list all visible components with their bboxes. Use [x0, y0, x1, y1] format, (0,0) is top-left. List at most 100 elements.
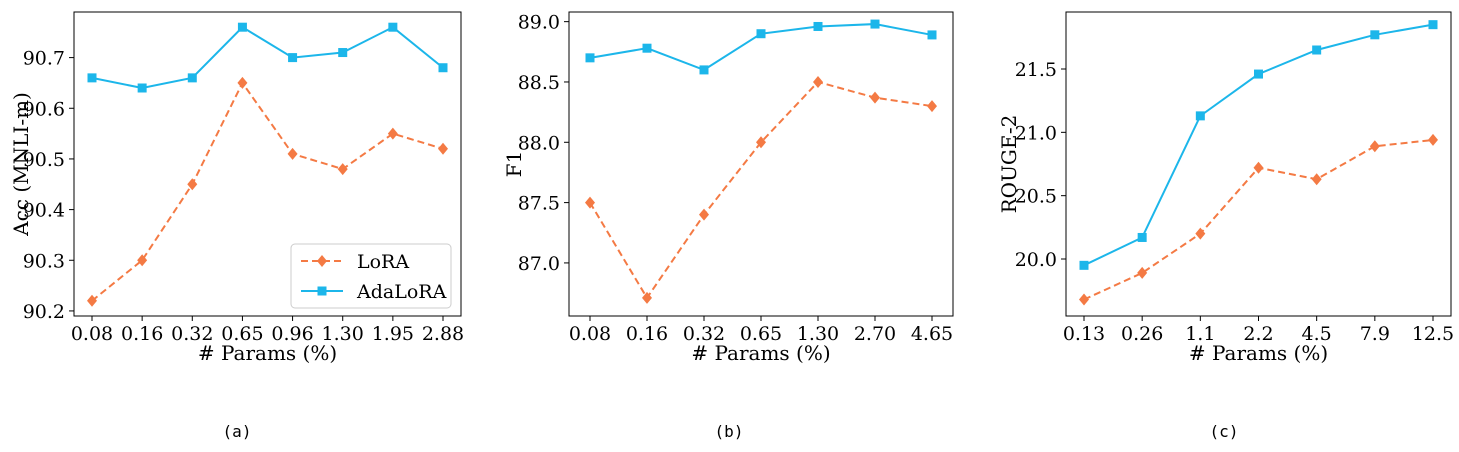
data-point-lora — [287, 147, 298, 160]
x-tick-label: 1.1 — [1185, 323, 1215, 345]
x-tick-label: 2.70 — [854, 323, 896, 345]
data-point-lora — [438, 142, 448, 155]
x-tick-label: 1.95 — [372, 323, 414, 345]
data-point-adalora — [585, 53, 595, 63]
data-point-adalora — [1137, 232, 1147, 242]
y-tick-label: 20.5 — [1015, 186, 1057, 208]
x-tick-label: 12.5 — [1412, 323, 1454, 345]
data-point-adalora — [187, 73, 197, 83]
x-tick-label: 0.08 — [569, 323, 611, 345]
series-line-adalora — [91, 25, 444, 90]
data-point-lora — [1311, 173, 1322, 186]
x-tick-label: 0.26 — [1121, 323, 1163, 345]
x-tick-label: 0.32 — [683, 323, 725, 345]
data-point-lora — [337, 163, 348, 176]
x-tick-label: 0.08 — [71, 323, 113, 345]
y-tick-label: 90.3 — [23, 250, 65, 272]
y-axis-label: ROUGE-2 — [997, 115, 1021, 214]
y-axis-label: F1 — [502, 151, 526, 178]
y-tick-label: 89.0 — [518, 12, 560, 34]
legend-marker — [317, 286, 327, 296]
data-point-adalora — [1312, 45, 1322, 55]
y-tick-label: 21.5 — [1015, 59, 1057, 81]
x-axis-label: # Params (%) — [198, 341, 337, 365]
data-point-adalora — [338, 48, 348, 58]
data-point-lora — [1195, 227, 1206, 240]
data-point-lora — [642, 291, 652, 304]
y-tick-label: 90.7 — [23, 48, 65, 70]
data-point-adalora — [438, 63, 448, 73]
data-point-adalora — [288, 53, 298, 63]
x-tick-label: 1.30 — [322, 323, 364, 345]
x-tick-label: 0.65 — [740, 323, 782, 345]
x-axis-label: # Params (%) — [691, 341, 830, 365]
y-tick-label: 90.2 — [23, 301, 65, 323]
panel-b: 0.08 0.16 0.32 0.65 1.30 2.70 4.65 87.0 87.5 88.0… — [502, 11, 954, 441]
data-point-adalora — [1428, 20, 1438, 30]
legend-label: AdaLoRA — [356, 281, 447, 303]
x-tick-label: 2.2 — [1243, 323, 1273, 345]
data-point-lora — [137, 254, 148, 267]
x-tick-label: 4.5 — [1302, 323, 1332, 345]
data-point-lora — [813, 75, 823, 88]
data-point-lora — [1428, 133, 1438, 146]
y-tick-label: 88.0 — [518, 132, 560, 154]
data-point-lora — [1079, 293, 1089, 306]
panel-caption: (a) — [223, 422, 252, 441]
data-point-lora — [1137, 266, 1148, 279]
data-point-adalora — [642, 43, 652, 53]
legend-label: LoRA — [357, 251, 409, 273]
x-tick-label: 0.13 — [1063, 323, 1105, 345]
data-point-adalora — [813, 21, 823, 31]
panel-caption: (c) — [1210, 422, 1239, 441]
data-point-lora — [237, 76, 248, 89]
legend-marker — [317, 255, 327, 267]
data-point-adalora — [137, 83, 147, 93]
data-point-adalora — [237, 22, 247, 32]
x-tick-label: 7.9 — [1360, 323, 1390, 345]
data-point-adalora — [699, 65, 709, 75]
legend: LoRA AdaLoRA — [290, 243, 452, 309]
y-tick-label: 87.5 — [518, 193, 560, 215]
data-point-lora — [1369, 140, 1380, 153]
x-tick-label: 0.16 — [626, 323, 668, 345]
series-line-lora — [91, 80, 444, 302]
data-point-lora — [187, 178, 198, 191]
x-tick-label: 0.96 — [271, 323, 313, 345]
y-tick-label: 21.0 — [1015, 122, 1057, 144]
x-tick-label: 0.32 — [171, 323, 213, 345]
data-point-adalora — [1370, 30, 1380, 40]
panel-caption: (b) — [715, 422, 744, 441]
data-point-lora — [387, 127, 398, 140]
data-point-adalora — [388, 22, 398, 32]
series-line-lora — [589, 80, 933, 300]
y-tick-label: 90.4 — [23, 200, 65, 222]
y-tick-label: 90.6 — [23, 98, 65, 120]
y-tick-label: 87.0 — [518, 253, 560, 275]
plot-frame — [73, 11, 462, 317]
data-point-lora — [756, 136, 766, 149]
data-point-adalora — [927, 30, 937, 40]
x-tick-label: 1.30 — [797, 323, 839, 345]
panel-c: 0.13 0.26 1.1 2.2 4.5 7.9 12.5 20.0 20.5 21.0 21.5… — [997, 11, 1454, 441]
data-point-adalora — [1195, 111, 1205, 121]
x-tick-label: 2.88 — [422, 323, 464, 345]
data-point-lora — [870, 91, 880, 104]
data-point-adalora — [87, 73, 97, 83]
panel-a: 0.08 0.16 0.32 0.65 0.96 1.30 1.95 2.88 90.2 90.3… — [9, 11, 464, 441]
y-tick-label: 88.5 — [518, 72, 560, 94]
x-axis-label: # Params (%) — [1189, 341, 1328, 365]
data-point-lora — [87, 294, 97, 307]
data-point-adalora — [1254, 69, 1263, 79]
data-point-lora — [1253, 161, 1264, 174]
data-point-lora — [585, 196, 595, 209]
data-point-adalora — [756, 29, 766, 39]
y-axis-label: Acc (MNLI-m) — [9, 92, 33, 237]
data-point-lora — [699, 208, 709, 221]
x-tick-label: 0.65 — [221, 323, 263, 345]
data-point-adalora — [1079, 260, 1089, 270]
plot-frame — [568, 11, 954, 317]
data-point-lora — [927, 100, 937, 113]
x-tick-label: 4.65 — [911, 323, 953, 345]
